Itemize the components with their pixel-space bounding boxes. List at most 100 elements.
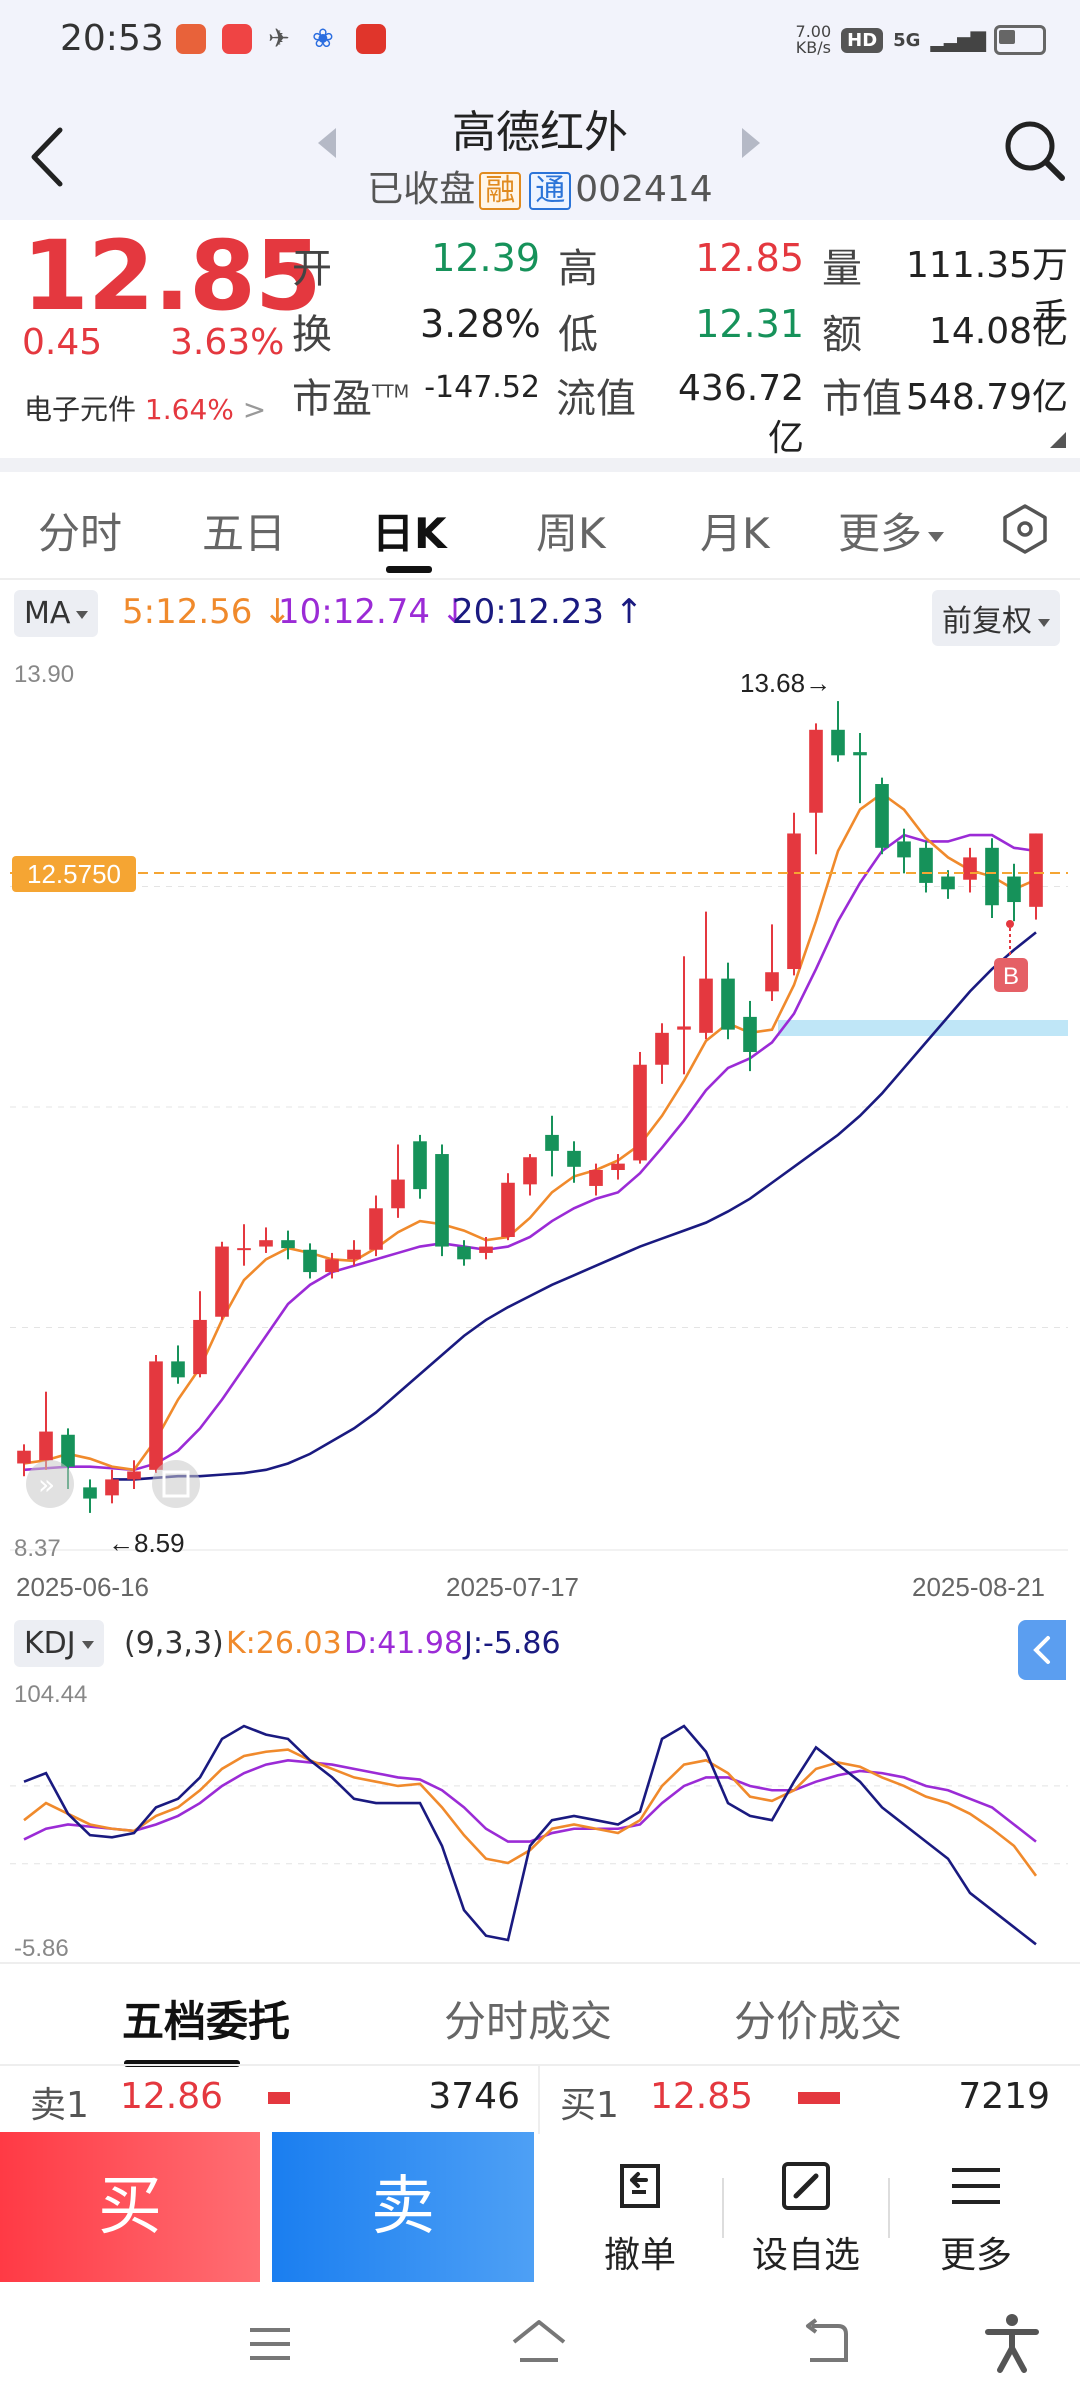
divider bbox=[722, 2178, 724, 2238]
search-icon[interactable] bbox=[1000, 116, 1070, 186]
sell1-label: 卖1 bbox=[30, 2085, 89, 2126]
kdj-selector[interactable]: KDJ bbox=[14, 1620, 104, 1667]
period-tabs: 分时 五日 日K 周K 月K 更多 bbox=[0, 472, 1080, 582]
ma-selector[interactable]: MA bbox=[14, 590, 99, 637]
next-stock-arrow-icon[interactable] bbox=[742, 128, 760, 158]
arrow-up-icon: ↑ bbox=[604, 592, 644, 632]
active-tab-indicator bbox=[386, 566, 432, 573]
candle-body bbox=[633, 1064, 647, 1161]
buy1-price: 12.85 bbox=[650, 2076, 754, 2117]
recent-apps-icon[interactable] bbox=[246, 2322, 294, 2366]
pe-sup: TTM bbox=[372, 381, 410, 403]
tab-monthly-k[interactable]: 月K bbox=[700, 509, 770, 558]
ma10-value: 10:12.74 ↓ bbox=[278, 592, 470, 632]
back-icon[interactable] bbox=[22, 122, 82, 192]
candle-body bbox=[347, 1249, 361, 1260]
chevron-left-icon bbox=[1033, 1636, 1050, 1664]
sector-link[interactable]: 电子元件 1.64% > bbox=[24, 388, 266, 428]
tab-five-level[interactable]: 五档委托 bbox=[122, 1997, 291, 2046]
settings-hexagon-icon[interactable] bbox=[998, 502, 1052, 556]
low-annotation: ←8.59 bbox=[108, 1528, 185, 1558]
pe-value: -147.52 bbox=[424, 370, 540, 405]
price-change-pct: 3.63% bbox=[170, 322, 285, 363]
adjust-selector[interactable]: 前复权 bbox=[932, 590, 1060, 646]
price-change: 0.45 bbox=[22, 322, 103, 363]
candle-body bbox=[897, 841, 911, 858]
ma5-value: 5:12.56 ↓ bbox=[122, 592, 292, 632]
cancel-order-icon bbox=[620, 2164, 660, 2208]
sell-button[interactable]: 卖 bbox=[272, 2132, 534, 2282]
kdj-j-line bbox=[23, 1724, 1037, 1946]
y-max-label: 13.90 bbox=[14, 661, 74, 688]
candle-body bbox=[325, 1259, 339, 1273]
caret-down-icon bbox=[76, 610, 89, 619]
add-watchlist-button[interactable]: 设自选 bbox=[726, 2132, 886, 2282]
kdj-y-min-label: -5.86 bbox=[14, 1935, 69, 1962]
buy-signal-text: B bbox=[1003, 963, 1019, 990]
back-nav-icon[interactable] bbox=[798, 2318, 852, 2368]
y-min-label: 8.37 bbox=[14, 1535, 61, 1562]
quote-field-label: 开 bbox=[292, 246, 332, 292]
ma5-line bbox=[23, 791, 1037, 1472]
candle-body bbox=[611, 1163, 625, 1170]
candle-body bbox=[281, 1240, 295, 1249]
high-annotation: 13.68→ bbox=[740, 668, 831, 698]
menu-icon bbox=[952, 2168, 1000, 2204]
quote-field-label: 换 bbox=[292, 312, 332, 358]
app-notification-icon bbox=[222, 24, 252, 54]
signal-dot bbox=[1006, 920, 1014, 928]
sector-name: 电子元件 bbox=[24, 393, 137, 426]
x-label-mid: 2025-07-17 bbox=[446, 1572, 579, 1602]
kline-chart[interactable]: 12.5750 13.90 8.37 13.68→ ←8.59 B » 2025… bbox=[0, 652, 1080, 1612]
tab-more[interactable]: 更多 bbox=[838, 500, 945, 561]
divider bbox=[538, 2066, 540, 2134]
buy-button[interactable]: 买 bbox=[0, 2132, 260, 2282]
candle-body bbox=[369, 1208, 383, 1250]
caret-down-icon bbox=[81, 1640, 94, 1649]
home-icon[interactable] bbox=[508, 2316, 570, 2368]
arrow-down-icon: ↓ bbox=[252, 592, 292, 632]
candle-body bbox=[259, 1240, 273, 1247]
sell1-price: 12.86 bbox=[120, 2076, 224, 2117]
sell1-volume-bar bbox=[268, 2092, 290, 2104]
candle-body bbox=[127, 1471, 141, 1480]
tab-daily-k[interactable]: 日K bbox=[372, 509, 447, 558]
float-cap-label: 流值 bbox=[556, 376, 636, 422]
pe-label: 市盈TTM bbox=[292, 376, 410, 422]
tab-intraday[interactable]: 分时 bbox=[38, 509, 123, 558]
tab-weekly-k[interactable]: 周K bbox=[536, 509, 606, 558]
collapse-panel-button[interactable] bbox=[1018, 1620, 1066, 1680]
kdj-chart[interactable]: 104.44 -5.86 bbox=[0, 1672, 1080, 1962]
quote-panel: 12.85 0.45 3.63% 电子元件 1.64% > 开 12.39 高 … bbox=[0, 220, 1080, 460]
kdj-y-max-label: 104.44 bbox=[14, 1681, 87, 1708]
x-label-end: 2025-08-21 bbox=[912, 1572, 1045, 1602]
buy-signal-marker[interactable] bbox=[994, 958, 1028, 992]
candle-body bbox=[83, 1487, 97, 1499]
orderbook-tabs: 五档委托 分时成交 分价成交 bbox=[0, 1962, 1080, 2067]
app-notification-icon bbox=[176, 24, 206, 54]
prev-stock-arrow-icon[interactable] bbox=[318, 128, 336, 158]
accessibility-icon[interactable] bbox=[984, 2312, 1040, 2374]
margin-tag: 融 bbox=[479, 172, 522, 210]
stock-subline: 已收盘融通 002414 bbox=[0, 160, 1080, 212]
scroll-left-icon[interactable] bbox=[26, 1460, 74, 1508]
candle-body bbox=[1007, 876, 1021, 903]
status-bar: 20:53 ✈ ❀ 7.00 KB/s HD 5G ▂▃▅▇ bbox=[0, 0, 1080, 80]
candle-body bbox=[435, 1154, 449, 1247]
last-price: 12.85 bbox=[22, 220, 322, 332]
fullscreen-icon[interactable] bbox=[152, 1460, 200, 1508]
more-button[interactable]: 更多 bbox=[896, 2132, 1056, 2282]
connect-tag: 通 bbox=[529, 172, 572, 210]
cancel-order-button[interactable]: 撤单 bbox=[560, 2132, 720, 2282]
sector-pct: 1.64% bbox=[144, 393, 234, 426]
high-value: 12.85 bbox=[695, 236, 804, 280]
tab-price-volume[interactable]: 分价成交 bbox=[734, 1997, 903, 2046]
tab-tick-trades[interactable]: 分时成交 bbox=[444, 1997, 613, 2046]
candle-body bbox=[545, 1134, 559, 1151]
hd-icon: HD bbox=[841, 27, 884, 53]
candle-body bbox=[809, 729, 823, 813]
candle-body bbox=[853, 752, 867, 756]
expand-corner-icon[interactable] bbox=[1050, 432, 1066, 448]
tab-five-day[interactable]: 五日 bbox=[202, 509, 287, 558]
buy1-label: 买1 bbox=[560, 2085, 619, 2126]
